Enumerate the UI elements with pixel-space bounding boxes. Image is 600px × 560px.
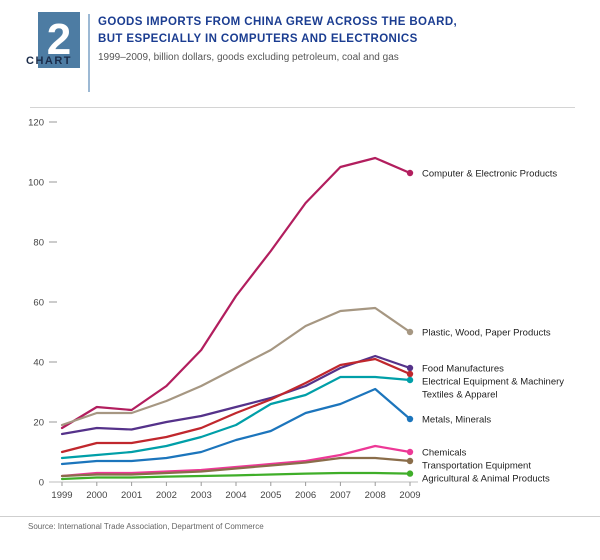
chart-number: 2 xyxy=(46,15,72,64)
chart-number-badge: 2 xyxy=(38,12,80,68)
series-label: Computer & Electronic Products xyxy=(422,169,557,180)
y-tick-label: 80 xyxy=(33,238,44,249)
series-end-dot xyxy=(406,470,414,477)
header-divider xyxy=(30,107,575,108)
page-title-line2: BUT ESPECIALLY IN COMPUTERS AND ELECTRON… xyxy=(98,33,418,45)
series-label: Chemicals xyxy=(422,448,467,459)
x-tick-label: 2000 xyxy=(86,490,107,501)
series-end-dot xyxy=(406,328,414,336)
series-end-dot xyxy=(406,376,414,384)
series-line xyxy=(60,444,412,478)
x-tick-label: 2005 xyxy=(260,490,281,501)
x-tick-label: 2006 xyxy=(295,490,316,501)
y-tick-label: 100 xyxy=(28,178,44,189)
series-end-dot xyxy=(406,448,414,456)
series-label: Metals, Minerals xyxy=(422,415,491,426)
series-label: Transportation Equipment xyxy=(422,461,531,472)
x-tick-label: 2008 xyxy=(365,490,386,501)
series-label: Plastic, Wood, Paper Products xyxy=(422,328,551,339)
x-tick-label: 2004 xyxy=(225,490,246,501)
series-label: Textiles & Apparel xyxy=(422,390,498,401)
source-note: Source: International Trade Association,… xyxy=(28,522,264,531)
x-tick-label: 2009 xyxy=(399,490,420,501)
series-line xyxy=(60,156,412,430)
series-label: Electrical Equipment & Machinery xyxy=(422,377,564,388)
y-tick-label: 60 xyxy=(33,298,44,309)
series-line xyxy=(60,357,412,454)
series-line xyxy=(60,306,412,427)
series-label: Agricultural & Animal Products xyxy=(422,474,550,485)
x-tick-label: 2002 xyxy=(156,490,177,501)
footer-divider xyxy=(0,516,600,517)
y-tick-label: 0 xyxy=(39,478,44,489)
series-line xyxy=(60,375,412,460)
page-subtitle: 1999–2009, billion dollars, goods exclud… xyxy=(98,52,399,63)
x-tick-label: 2007 xyxy=(330,490,351,501)
chart-label: CHART xyxy=(26,55,72,67)
series-end-dot xyxy=(406,364,414,372)
series-line xyxy=(60,456,412,478)
y-tick-label: 120 xyxy=(28,118,44,129)
series-end-dot xyxy=(406,457,414,465)
y-tick-label: 20 xyxy=(33,418,44,429)
line-chart: 0 20 40 60 80 100 120 1999 2000 2001 2002 2003 2004 2… xyxy=(28,118,564,502)
x-tick-label: 2001 xyxy=(121,490,142,501)
y-tick-label: 40 xyxy=(33,358,44,369)
series-label: Food Manufactures xyxy=(422,364,504,375)
series-end-dot xyxy=(406,415,414,423)
series-line xyxy=(60,471,412,481)
series-line xyxy=(60,387,412,466)
series-end-dot xyxy=(406,370,414,378)
x-tick-label: 1999 xyxy=(51,490,72,501)
page-title-line1: GOODS IMPORTS FROM CHINA GREW ACROSS THE… xyxy=(98,16,458,28)
series-end-dot xyxy=(406,169,414,177)
x-tick-label: 2003 xyxy=(191,490,212,501)
header-vertical-divider xyxy=(88,14,90,92)
